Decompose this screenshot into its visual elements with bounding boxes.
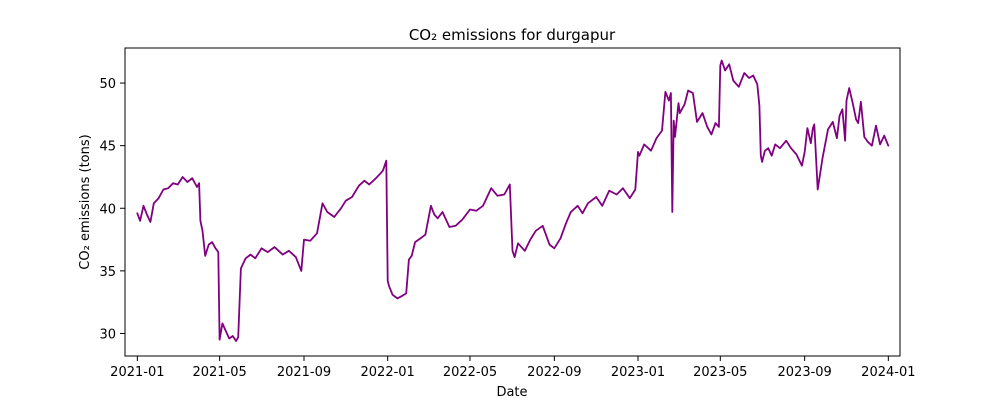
x-tick-label: 2021-05: [192, 365, 246, 380]
y-tick-label: 50: [99, 77, 116, 92]
x-tick-label: 2022-01: [361, 365, 415, 380]
plot-frame: [124, 47, 901, 357]
x-axis-label: Date: [496, 385, 527, 400]
x-tick-label: 2022-09: [527, 365, 581, 380]
x-tick-label: 2023-01: [611, 365, 665, 380]
x-tick-label: 2024-01: [861, 365, 915, 380]
x-tick-label: 2021-01: [110, 365, 164, 380]
x-tick-label: 2023-05: [693, 365, 747, 380]
x-tick-label: 2022-05: [443, 365, 497, 380]
y-axis-label: CO₂ emissions (tons): [78, 134, 93, 269]
axis-ticks: 2021-01 2021-05 2021-09 2022-01 2022-05 2022-…: [99, 77, 915, 380]
y-tick-label: 35: [99, 265, 116, 280]
y-tick-label: 30: [99, 327, 116, 342]
y-tick-label: 45: [99, 140, 116, 155]
chart-title: CO₂ emissions for durgapur: [409, 26, 616, 44]
series-layer: [136, 59, 890, 342]
x-tick-label: 2021-09: [277, 365, 331, 380]
series-line: [136, 59, 890, 342]
x-tick-label: 2023-09: [778, 365, 832, 380]
y-tick-label: 40: [99, 202, 116, 217]
